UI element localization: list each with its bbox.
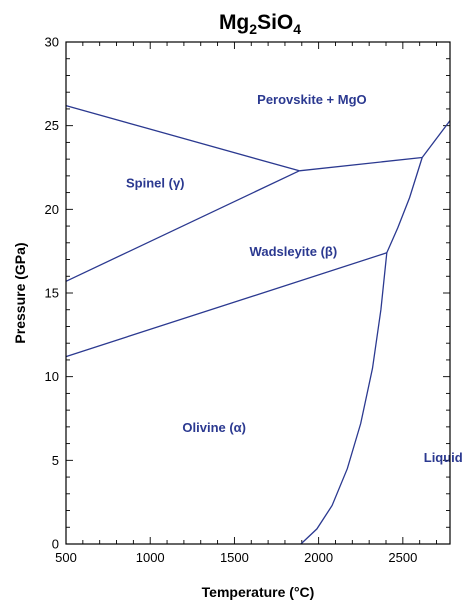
y-axis-label: Pressure (GPa) — [12, 242, 28, 343]
phase-region-label: Perovskite + MgO — [257, 92, 366, 107]
title-part-mid: SiO — [257, 11, 293, 34]
x-axis-label: Temperature (°C) — [202, 584, 315, 600]
phase-region-label: Wadsleyite (β) — [250, 244, 338, 259]
y-tick-label: 5 — [52, 453, 59, 468]
y-tick-label: 30 — [45, 35, 59, 50]
phase-boundary-line — [299, 156, 423, 172]
x-tick-label: 1000 — [136, 550, 165, 565]
y-tick-label: 0 — [52, 537, 59, 552]
y-tick-label: 25 — [45, 118, 59, 133]
phase-boundary-line — [65, 170, 300, 282]
phase-boundary-line — [300, 157, 423, 545]
axis-ticks — [65, 41, 450, 545]
title-subscript-2: 4 — [293, 21, 301, 37]
x-tick-label: 1500 — [220, 550, 249, 565]
phase-region-labels: Perovskite + MgO Spinel (γ) Wadsleyite (β)… — [126, 92, 463, 465]
tick-labels: 500 1000 1500 2000 2500 0 5 10 15 20 25 30 — [45, 35, 418, 566]
plot-frame — [65, 41, 451, 545]
title-part-base: Mg — [219, 11, 249, 34]
x-tick-label: 500 — [55, 550, 77, 565]
phase-region-label: Spinel (γ) — [126, 176, 185, 191]
x-tick-label: 2000 — [304, 550, 333, 565]
chart-title: Mg2SiO4 — [219, 11, 301, 37]
phase-boundary-line — [421, 120, 451, 158]
phase-boundaries — [65, 104, 451, 545]
phase-boundary-line — [65, 252, 388, 358]
y-tick-label: 20 — [45, 202, 59, 217]
phase-boundary-line — [65, 104, 300, 172]
x-tick-label: 2500 — [388, 550, 417, 565]
title-subscript-1: 2 — [249, 21, 257, 37]
phase-region-label: Liquid — [424, 450, 463, 465]
y-tick-label: 10 — [45, 369, 59, 384]
phase-region-label: Olivine (α) — [182, 420, 246, 435]
y-tick-label: 15 — [45, 286, 59, 301]
